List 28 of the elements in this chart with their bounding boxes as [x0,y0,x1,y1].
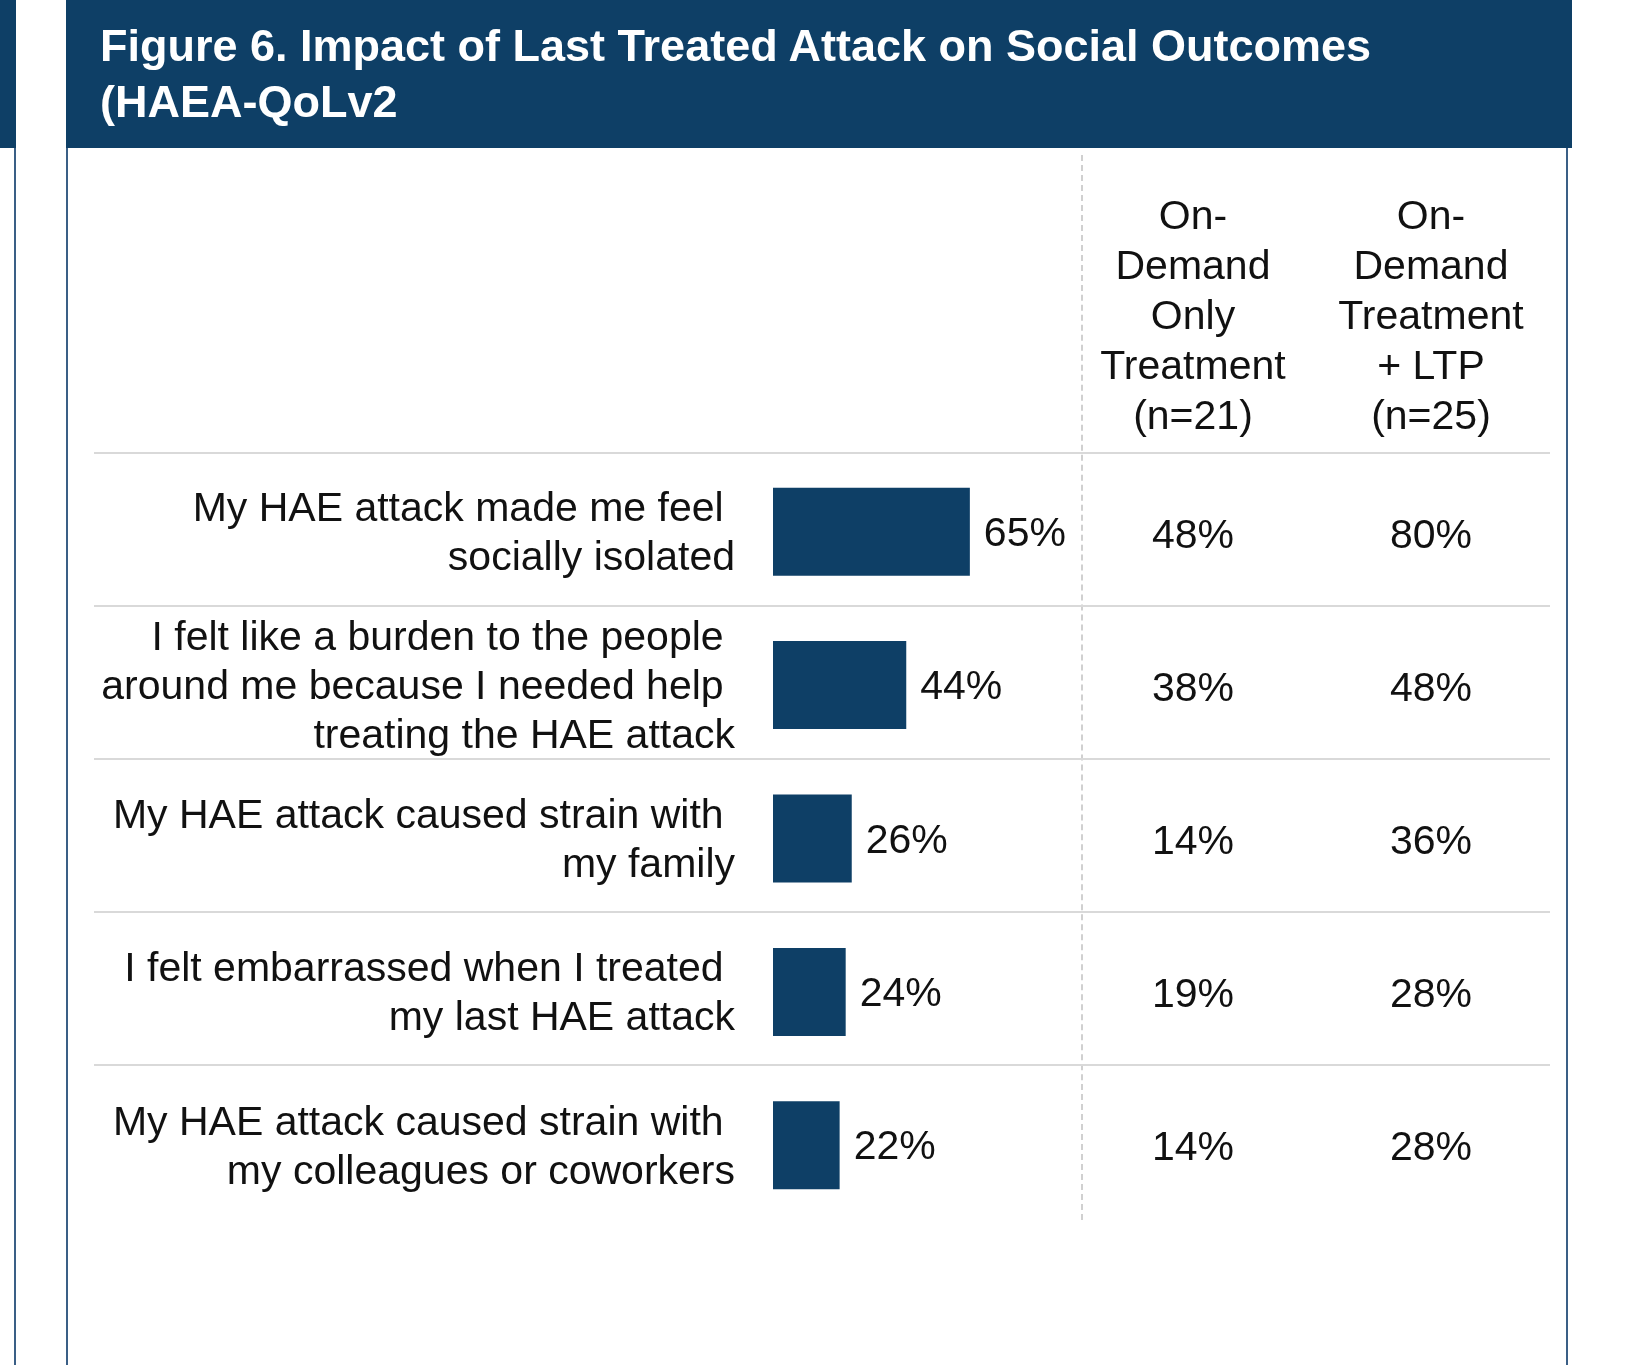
data-label: 24% [859,968,942,1015]
bar [773,487,970,576]
y-tick-label: I felt like a burden to the people around me because I needed help treating the HAE attack [101,613,736,758]
bar [773,794,852,883]
data-label: 65% [983,508,1066,555]
text: On-Demand Treatment + LTP (n=25) [1337,191,1525,440]
data-label: 22% [853,1122,936,1169]
text: 14% [1150,1121,1236,1171]
data-label: 26% [865,815,948,862]
text: On-Demand Only Treatment (n=21) [1099,191,1287,440]
y-tick-label: My HAE attack made me feel socially isolated [192,484,735,580]
y-tick-label: My HAE attack caused strain with my colleagues or coworkers [112,1097,735,1193]
data-label: 44% [920,662,1003,709]
text: 48% [1388,662,1474,712]
y-tick-label: I felt embarrassed when I treated my last HAE attack [124,944,736,1040]
text: 36% [1388,815,1474,865]
text: 80% [1388,509,1474,559]
bar [773,1101,840,1190]
text: 48% [1150,509,1236,559]
bar [773,947,846,1036]
text: 28% [1388,968,1474,1018]
bar [773,641,907,730]
chart-title: Figure 6. Impact of Last Treated Attack on Social Outcomes (HAEA-QoLv2 [66,0,1572,148]
y-tick-label: My HAE attack caused strain with my family [112,791,736,886]
text: 14% [1150,815,1236,865]
text: 19% [1150,968,1236,1018]
text: 38% [1150,662,1236,712]
text: 28% [1388,1121,1474,1171]
